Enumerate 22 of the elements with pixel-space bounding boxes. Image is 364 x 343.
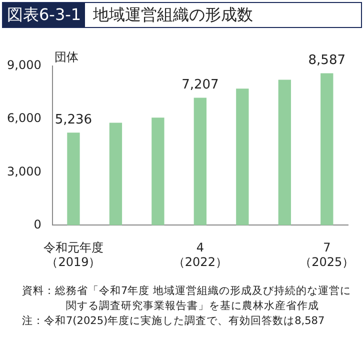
y-tick-label: 0 xyxy=(34,217,42,232)
bar xyxy=(278,80,291,226)
y-tick-label: 9,000 xyxy=(6,58,42,72)
bar xyxy=(194,98,207,226)
data-label: 7,207 xyxy=(182,78,219,93)
x-tick-label: 4（2022） xyxy=(172,240,228,269)
bar xyxy=(109,122,122,226)
bar xyxy=(320,73,334,226)
x-tick-label: 令和元年度（2019） xyxy=(43,240,104,269)
bar xyxy=(67,132,80,226)
data-label: 5,236 xyxy=(54,112,92,128)
chart-title: 地域運営組織の形成数 xyxy=(92,4,254,26)
y-tick-label: 3,000 xyxy=(6,164,42,178)
y-axis-title: 団体 xyxy=(54,50,78,64)
text: 注：令和7(2025)年度に実施した調査で、有効回答数は8,587 xyxy=(22,314,326,329)
x-tick-label: 7（2025） xyxy=(300,240,354,269)
bar xyxy=(152,118,164,226)
y-tick-label: 6,000 xyxy=(6,111,42,126)
data-label: 8,587 xyxy=(308,53,346,68)
text: 資料：総務省「令和7年度 地域運営組織の形成及び持続的な運営に関する調査研究事業報告書」を基に農林水産省作成 xyxy=(22,284,352,314)
bar xyxy=(236,88,249,226)
text: 図表6-3-1 xyxy=(3,3,86,27)
